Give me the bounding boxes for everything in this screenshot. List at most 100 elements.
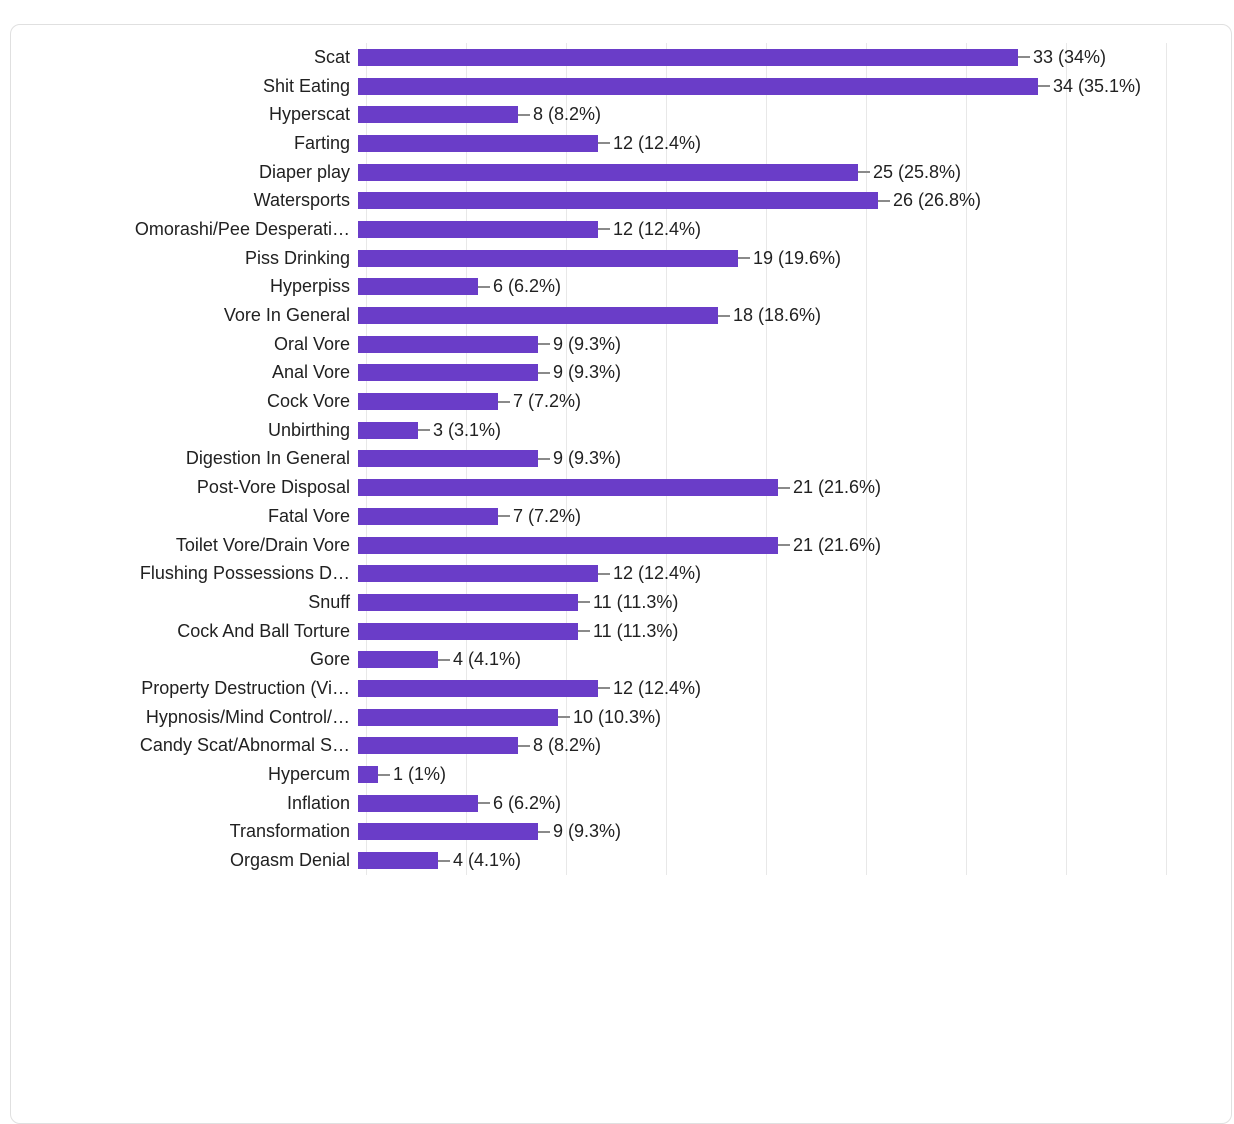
bar-track: 12 (12.4%): [358, 674, 1231, 703]
bar-track: 7 (7.2%): [358, 502, 1231, 531]
chart-row: Cock Vore 7 (7.2%): [11, 387, 1231, 416]
bar: [358, 823, 538, 841]
bar: [358, 565, 598, 583]
chart-row: Shit Eating 34 (35.1%): [11, 72, 1231, 101]
value-tick: [478, 285, 490, 288]
value-label: 26 (26.8%): [893, 190, 982, 211]
chart-row: Candy Scat/Abnormal S… 8 (8.2%): [11, 732, 1231, 761]
chart-row: Omorashi/Pee Desperati… 12 (12.4%): [11, 215, 1231, 244]
value-tick: [598, 572, 610, 575]
category-label: Transformation: [229, 821, 350, 842]
value-label: 6 (6.2%): [493, 792, 562, 813]
chart-row: Hyperpiss 6 (6.2%): [11, 273, 1231, 302]
bar: [358, 163, 858, 181]
category-label: Inflation: [286, 792, 350, 813]
value-tick: [518, 744, 530, 747]
chart-row: Piss Drinking 19 (19.6%): [11, 244, 1231, 273]
bar-track: 25 (25.8%): [358, 158, 1231, 187]
value-label: 34 (35.1%): [1053, 75, 1142, 96]
bar: [358, 679, 598, 697]
bar-track: 9 (9.3%): [358, 330, 1231, 359]
bar-track: 1 (1%): [358, 760, 1231, 789]
bar-track: 11 (11.3%): [358, 617, 1231, 646]
value-label: 9 (9.3%): [553, 821, 622, 842]
category-label: Anal Vore: [271, 362, 350, 383]
value-label: 9 (9.3%): [553, 362, 622, 383]
value-tick: [518, 113, 530, 116]
bar: [358, 134, 598, 152]
bar-track: 3 (3.1%): [358, 416, 1231, 445]
chart-card: Scat 33 (34%) Shit Eating 34 (35.1%) Hypersc…: [10, 24, 1232, 1124]
category-label: Property Destruction (Vi…: [141, 677, 350, 698]
value-tick: [1018, 56, 1030, 59]
value-tick: [438, 859, 450, 862]
category-label: Snuff: [308, 591, 350, 612]
value-tick: [538, 457, 550, 460]
bar: [358, 766, 378, 784]
chart-row: Flushing Possessions D… 12 (12.4%): [11, 559, 1231, 588]
chart-row: Fatal Vore 7 (7.2%): [11, 502, 1231, 531]
bar-track: 12 (12.4%): [358, 559, 1231, 588]
value-label: 7 (7.2%): [513, 391, 582, 412]
bar-track: 9 (9.3%): [358, 818, 1231, 847]
value-tick: [578, 601, 590, 604]
category-label: Hypercum: [267, 764, 350, 785]
chart-row: Orgasm Denial 4 (4.1%): [11, 846, 1231, 875]
value-label: 21 (21.6%): [793, 534, 882, 555]
category-label: Gore: [309, 649, 350, 670]
value-label: 12 (12.4%): [613, 563, 702, 584]
value-label: 6 (6.2%): [493, 276, 562, 297]
value-tick: [498, 400, 510, 403]
bar-track: 34 (35.1%): [358, 72, 1231, 101]
chart-row: Post-Vore Disposal 21 (21.6%): [11, 473, 1231, 502]
bar: [358, 192, 878, 210]
value-label: 11 (11.3%): [593, 620, 679, 641]
bar-track: 7 (7.2%): [358, 387, 1231, 416]
category-label: Scat: [313, 46, 350, 67]
bar: [358, 651, 438, 669]
value-label: 8 (8.2%): [533, 104, 602, 125]
bar-track: 10 (10.3%): [358, 703, 1231, 732]
bar-track: 21 (21.6%): [358, 531, 1231, 560]
chart-row: Scat 33 (34%): [11, 43, 1231, 72]
value-label: 18 (18.6%): [733, 305, 822, 326]
category-label: Toilet Vore/Drain Vore: [175, 534, 350, 555]
value-tick: [498, 515, 510, 518]
bar: [358, 364, 538, 382]
value-label: 19 (19.6%): [753, 247, 842, 268]
bar-track: 8 (8.2%): [358, 732, 1231, 761]
value-label: 12 (12.4%): [613, 132, 702, 153]
value-tick: [738, 257, 750, 260]
value-label: 4 (4.1%): [453, 649, 522, 670]
category-label: Cock And Ball Torture: [177, 620, 350, 641]
value-label: 21 (21.6%): [793, 477, 882, 498]
value-tick: [378, 773, 390, 776]
category-label: Watersports: [253, 190, 350, 211]
bar: [358, 77, 1038, 95]
value-tick: [558, 716, 570, 719]
value-label: 25 (25.8%): [873, 161, 962, 182]
chart-row: Hyperscat 8 (8.2%): [11, 100, 1231, 129]
category-label: Candy Scat/Abnormal S…: [139, 735, 350, 756]
chart-row: Inflation 6 (6.2%): [11, 789, 1231, 818]
chart-row: Property Destruction (Vi… 12 (12.4%): [11, 674, 1231, 703]
bar: [358, 249, 738, 267]
value-tick: [858, 171, 870, 174]
bar-track: 4 (4.1%): [358, 846, 1231, 875]
category-label: Cock Vore: [266, 391, 350, 412]
chart-row: Unbirthing 3 (3.1%): [11, 416, 1231, 445]
category-label: Piss Drinking: [244, 247, 350, 268]
bar: [358, 593, 578, 611]
value-tick: [438, 658, 450, 661]
bar: [358, 307, 718, 325]
bar-track: 26 (26.8%): [358, 186, 1231, 215]
chart-row: Hypercum 1 (1%): [11, 760, 1231, 789]
bar: [358, 507, 498, 525]
category-label: Oral Vore: [273, 333, 350, 354]
chart-row: Digestion In General 9 (9.3%): [11, 445, 1231, 474]
value-label: 12 (12.4%): [613, 677, 702, 698]
value-label: 33 (34%): [1033, 46, 1107, 67]
bar-track: 6 (6.2%): [358, 789, 1231, 818]
bar-track: 12 (12.4%): [358, 129, 1231, 158]
bar: [358, 737, 518, 755]
